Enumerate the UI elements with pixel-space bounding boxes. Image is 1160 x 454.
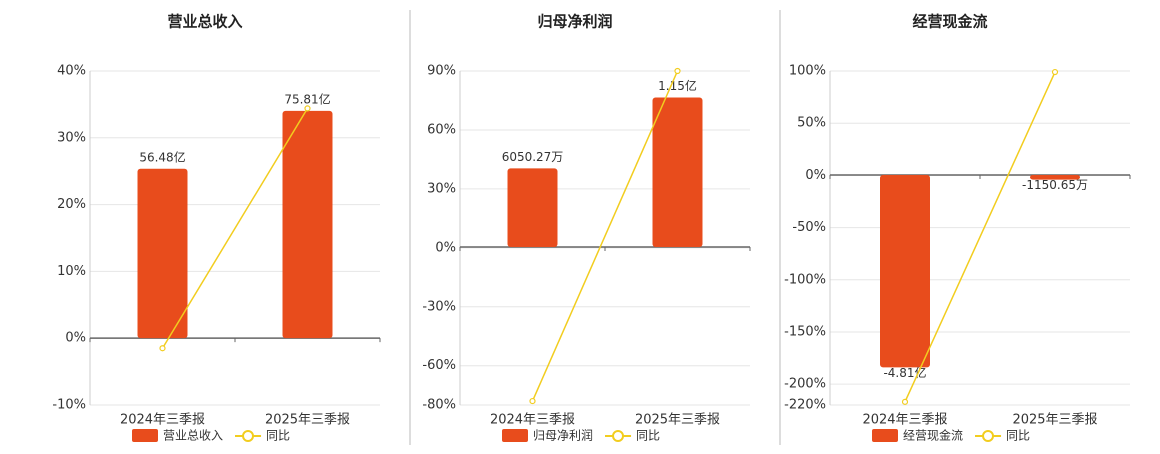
- bar-label: 6050.27万: [502, 150, 564, 164]
- bar: [282, 110, 333, 339]
- y-tick-label: 10%: [57, 264, 86, 279]
- x-tick-label: 2024年三季报: [490, 413, 575, 428]
- y-tick-label: -220%: [784, 398, 826, 413]
- x-tick-label: 2025年三季报: [1012, 413, 1097, 428]
- y-tick-label: -10%: [52, 398, 86, 413]
- y-tick-label: 40%: [57, 64, 86, 79]
- legend-label: 营业总收入: [163, 429, 223, 443]
- bar: [137, 168, 188, 339]
- y-tick-label: 90%: [427, 64, 456, 79]
- bar-label: 1.15亿: [658, 78, 697, 93]
- bar: [652, 97, 703, 248]
- y-tick-label: 0%: [805, 168, 826, 183]
- legend-label: 同比: [636, 429, 660, 443]
- line: [161, 108, 309, 349]
- legend-marker: [242, 430, 255, 442]
- line-point: [901, 398, 909, 405]
- line: [531, 70, 679, 402]
- y-tick-label: -50%: [792, 220, 826, 235]
- bar-label: -1150.65万: [1022, 178, 1088, 192]
- y-tick-label: 100%: [789, 64, 826, 79]
- y-tick-label: 30%: [57, 130, 86, 145]
- legend-marker: [612, 430, 625, 442]
- line-point: [304, 105, 311, 112]
- y-tick-label: -150%: [784, 324, 826, 339]
- y-tick-label: -60%: [422, 358, 456, 373]
- legend-swatch: [502, 429, 528, 442]
- y-tick-label: 0%: [435, 240, 456, 255]
- bar: [507, 168, 558, 248]
- legend-marker: [982, 430, 995, 442]
- chart-title: 营业总收入: [167, 13, 242, 31]
- y-tick-label: 50%: [797, 116, 826, 131]
- line-point: [674, 67, 681, 75]
- y-tick-label: -30%: [422, 299, 456, 314]
- legend-swatch: [132, 429, 158, 442]
- chart-title: 经营现金流: [912, 13, 987, 31]
- bar-label: 56.48亿: [139, 149, 185, 164]
- y-tick-label: -80%: [422, 398, 456, 413]
- legend-label: 经营现金流: [903, 428, 963, 443]
- bar: [880, 175, 930, 368]
- bar-label: -4.81亿: [883, 365, 926, 380]
- y-tick-label: -200%: [784, 377, 826, 392]
- y-tick-label: 60%: [427, 122, 456, 137]
- x-tick-label: 2025年三季报: [265, 413, 350, 428]
- line-point: [1051, 68, 1059, 76]
- x-tick-label: 2025年三季报: [635, 413, 720, 428]
- legend-swatch: [872, 429, 898, 442]
- legend-label: 同比: [266, 429, 290, 443]
- legend-label: 归母净利润: [533, 429, 593, 443]
- bar: [1030, 175, 1080, 180]
- chart-title: 归母净利润: [537, 13, 612, 31]
- x-tick-label: 2024年三季报: [862, 413, 947, 428]
- x-tick-label: 2024年三季报: [120, 413, 205, 428]
- line-point: [529, 397, 536, 405]
- line: [904, 71, 1056, 403]
- y-tick-label: -100%: [784, 272, 826, 287]
- y-tick-label: 0%: [65, 331, 86, 346]
- y-tick-label: 20%: [57, 197, 86, 212]
- bar-label: 75.81亿: [284, 91, 330, 106]
- legend-label: 同比: [1006, 429, 1030, 443]
- line-point: [159, 345, 166, 352]
- y-tick-label: 30%: [427, 181, 456, 196]
